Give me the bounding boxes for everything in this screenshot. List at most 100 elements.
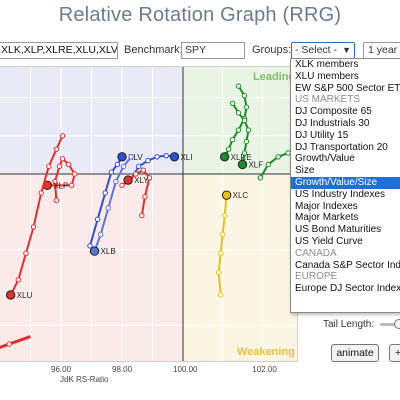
- symbols-input[interactable]: XLK,XLP,XLRE,XLU,XLV,XL: [0, 42, 118, 59]
- dropdown-option[interactable]: Canada S&P Sector Index: [295, 259, 400, 271]
- page-title: Relative Rotation Graph (RRG): [58, 4, 342, 26]
- dropdown-option[interactable]: Europe DJ Sector Indexe: [295, 283, 400, 295]
- series-offscreen[interactable]: [0, 335, 32, 354]
- tail-point: [140, 167, 147, 173]
- tail-point: [243, 104, 250, 110]
- animate-button[interactable]: animate: [331, 344, 379, 362]
- series-xly[interactable]: XLY: [119, 167, 153, 219]
- tail-point: [120, 163, 127, 170]
- dropdown-option[interactable]: Growth/Value/Size: [291, 176, 400, 189]
- rrg-chart[interactable]: Leading Weakening XLV XLB XLI XLP XLY XLU XLRE…: [0, 66, 298, 362]
- series-xlp[interactable]: XLP: [42, 156, 78, 204]
- x-axis-label: JdK RS-Ratio: [60, 375, 109, 384]
- tail-point: [154, 154, 160, 160]
- series-label: XLI: [180, 153, 192, 162]
- x-tick-label: 102.00: [252, 365, 277, 374]
- slider-track: [380, 323, 400, 326]
- series-head-point[interactable]: [117, 152, 127, 162]
- tail-point: [15, 277, 21, 283]
- plus-button[interactable]: +: [389, 344, 400, 362]
- slider-knob[interactable]: [394, 319, 400, 329]
- dropdown-option[interactable]: Size: [295, 165, 315, 177]
- series-xlf[interactable]: XLF: [229, 100, 263, 170]
- tail-point: [59, 156, 66, 162]
- tail-point: [87, 243, 93, 249]
- dropdown-group-header: CANADA: [295, 247, 337, 259]
- dropdown-option[interactable]: DJ Industrials 30: [295, 117, 370, 129]
- tail-point: [72, 171, 78, 177]
- dropdown-option[interactable]: US Yield Curve: [295, 235, 363, 247]
- series-label: XLRE: [231, 153, 252, 162]
- dropdown-group-header: US MARKETS: [295, 94, 361, 106]
- tail-point: [265, 161, 271, 168]
- series-head-point[interactable]: [221, 190, 232, 200]
- dropdown-option[interactable]: Growth/Value: [295, 153, 355, 165]
- period-select[interactable]: 1 year: [363, 42, 400, 59]
- groups-dropdown-list[interactable]: XLK members XLU members EW S&P 500 Sector …: [290, 58, 400, 313]
- tail-point: [235, 127, 242, 133]
- rrg-plot: Leading Weakening XLV XLB XLI XLP XLY XLU XLRE…: [0, 67, 297, 361]
- series-tail-line: [217, 195, 228, 296]
- groups-select[interactable]: - Select - ▼: [291, 42, 355, 59]
- tail-point: [229, 100, 236, 107]
- series-xlu[interactable]: XLU: [5, 133, 66, 300]
- series-head-point[interactable]: [123, 175, 133, 185]
- series-xlc[interactable]: XLC: [215, 190, 249, 298]
- dropdown-option[interactable]: Major Indexes: [295, 200, 358, 212]
- series-head-point[interactable]: [169, 152, 180, 162]
- tail-point: [30, 224, 37, 230]
- series-label: XLU: [17, 291, 33, 300]
- tail-point: [221, 212, 228, 219]
- groups-select-value: - Select -: [295, 44, 338, 56]
- series-label: XLC: [233, 191, 249, 200]
- tail-point: [163, 152, 169, 159]
- tail-point: [235, 83, 242, 89]
- quadrant-label-leading: Leading: [253, 71, 295, 83]
- tail-point: [219, 231, 226, 238]
- tail-point: [113, 178, 119, 185]
- series-head-point[interactable]: [89, 246, 100, 256]
- dropdown-option[interactable]: Major Markets: [295, 212, 359, 224]
- tail-point: [68, 182, 75, 189]
- series-head-point[interactable]: [237, 159, 248, 170]
- dropdown-option[interactable]: US Industry Indexes: [295, 188, 386, 200]
- tail-point: [133, 171, 139, 177]
- series-label: XLB: [101, 247, 116, 256]
- dropdown-option[interactable]: XLU members: [295, 70, 359, 82]
- tail-point: [225, 146, 232, 152]
- series-head-point[interactable]: [219, 152, 230, 162]
- tail-point: [59, 133, 66, 139]
- tail-point: [217, 250, 224, 257]
- tail-point: [53, 197, 60, 204]
- tail-point: [102, 190, 108, 196]
- tail-point: [56, 163, 63, 170]
- benchmark-label: Benchmark:: [124, 44, 183, 56]
- tail-point: [217, 292, 224, 298]
- dropdown-option[interactable]: DJ Utility 15: [295, 129, 349, 141]
- tail-point: [94, 216, 101, 223]
- benchmark-input[interactable]: SPY: [181, 42, 245, 59]
- dropdown-option[interactable]: US Bond Maturities: [295, 224, 382, 236]
- chevron-down-icon: ▼: [342, 45, 351, 55]
- tail-point: [257, 175, 264, 181]
- tail-point: [23, 250, 29, 257]
- quadrant-label-weakening: Weakening: [237, 346, 295, 358]
- tail-point: [241, 92, 248, 99]
- tail-point: [229, 136, 236, 143]
- tail-point: [235, 110, 242, 116]
- dropdown-option[interactable]: DJ Transportation 20: [295, 141, 388, 153]
- tail-point: [243, 138, 250, 145]
- dropdown-option[interactable]: DJ Composite 65: [295, 106, 372, 118]
- tail-point: [146, 175, 153, 181]
- tail-point: [145, 157, 151, 164]
- dropdown-option[interactable]: XLK members: [295, 59, 359, 70]
- x-tick-label: 96.00: [51, 365, 72, 374]
- tail-length-slider[interactable]: [380, 318, 400, 330]
- series-xlv[interactable]: XLV: [87, 152, 143, 249]
- series-tail-line: [9, 135, 64, 296]
- dropdown-option[interactable]: EW S&P 500 Sector ETF: [295, 82, 400, 94]
- tail-point: [136, 163, 142, 170]
- series-head-point[interactable]: [5, 290, 16, 300]
- series-xlb[interactable]: XLB: [89, 154, 134, 257]
- series-xlre[interactable]: XLRE: [219, 83, 252, 162]
